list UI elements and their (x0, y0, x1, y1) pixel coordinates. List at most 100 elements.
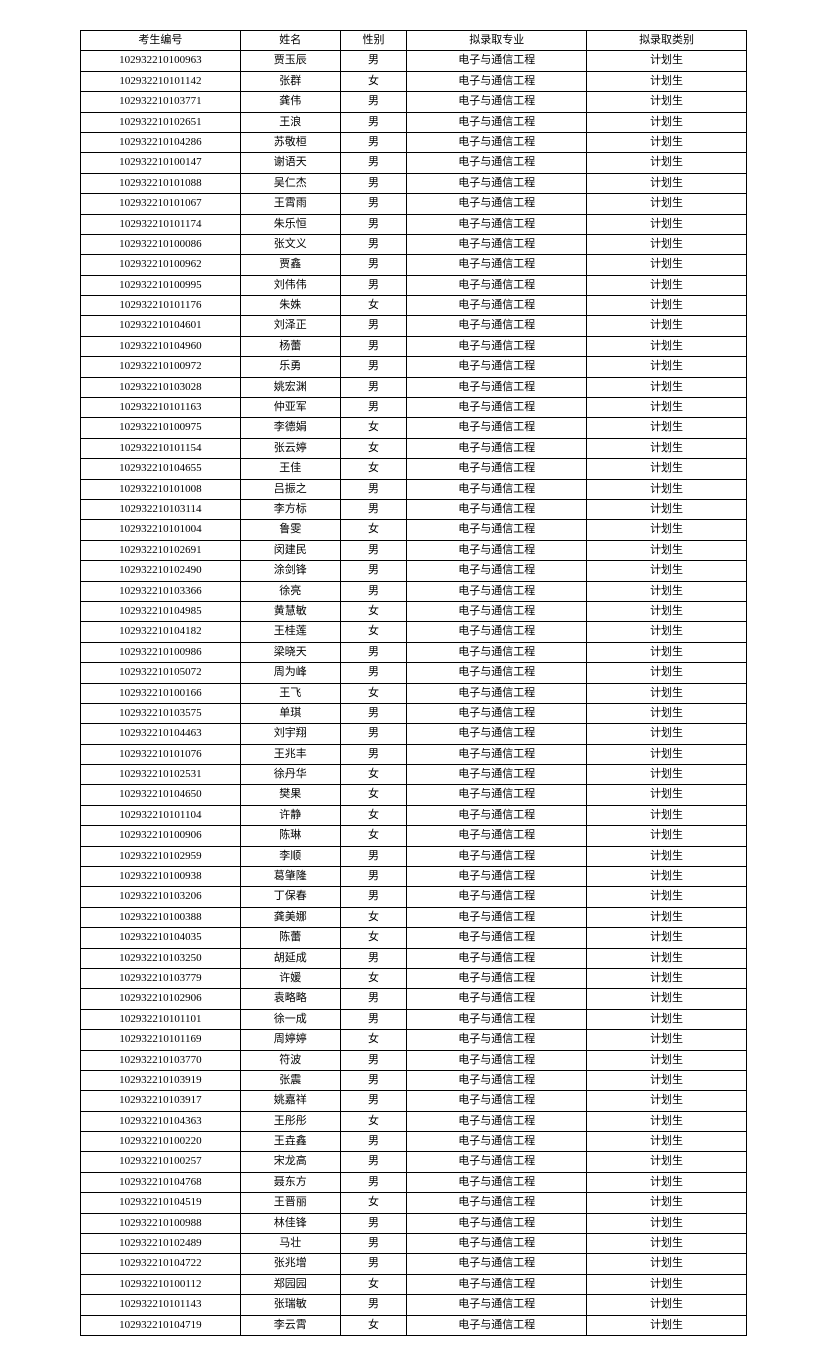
cell-id: 102932210101176 (81, 296, 241, 316)
cell-gender: 女 (340, 928, 407, 948)
table-row: 102932210102489马壮男电子与通信工程计划生 (81, 1234, 747, 1254)
cell-name: 朱姝 (240, 296, 340, 316)
cell-name: 刘伟伟 (240, 275, 340, 295)
cell-major: 电子与通信工程 (407, 703, 587, 723)
cell-category: 计划生 (587, 296, 747, 316)
cell-major: 电子与通信工程 (407, 642, 587, 662)
cell-major: 电子与通信工程 (407, 377, 587, 397)
cell-id: 102932210103770 (81, 1050, 241, 1070)
table-header: 考生编号 姓名 性别 拟录取专业 拟录取类别 (81, 31, 747, 51)
cell-name: 乐勇 (240, 357, 340, 377)
cell-category: 计划生 (587, 683, 747, 703)
cell-name: 贾玉辰 (240, 51, 340, 71)
cell-name: 涂剑锋 (240, 561, 340, 581)
cell-major: 电子与通信工程 (407, 683, 587, 703)
cell-major: 电子与通信工程 (407, 438, 587, 458)
cell-category: 计划生 (587, 336, 747, 356)
cell-gender: 女 (340, 1030, 407, 1050)
cell-name: 谢语天 (240, 153, 340, 173)
cell-name: 陈蕾 (240, 928, 340, 948)
cell-category: 计划生 (587, 479, 747, 499)
header-row: 考生编号 姓名 性别 拟录取专业 拟录取类别 (81, 31, 747, 51)
cell-name: 王晋丽 (240, 1193, 340, 1213)
table-row: 102932210104719李云霄女电子与通信工程计划生 (81, 1315, 747, 1335)
cell-name: 徐一成 (240, 1009, 340, 1029)
cell-major: 电子与通信工程 (407, 357, 587, 377)
table-row: 102932210101154张云婷女电子与通信工程计划生 (81, 438, 747, 458)
table-row: 102932210101174朱乐恒男电子与通信工程计划生 (81, 214, 747, 234)
table-row: 102932210102531徐丹华女电子与通信工程计划生 (81, 765, 747, 785)
table-row: 102932210100938葛肇隆男电子与通信工程计划生 (81, 867, 747, 887)
cell-id: 102932210102531 (81, 765, 241, 785)
cell-category: 计划生 (587, 255, 747, 275)
cell-category: 计划生 (587, 377, 747, 397)
cell-id: 102932210103575 (81, 703, 241, 723)
table-row: 102932210104601刘泽正男电子与通信工程计划生 (81, 316, 747, 336)
cell-category: 计划生 (587, 887, 747, 907)
cell-gender: 男 (340, 1172, 407, 1192)
cell-category: 计划生 (587, 826, 747, 846)
cell-gender: 男 (340, 194, 407, 214)
table-row: 102932210101142张群女电子与通信工程计划生 (81, 71, 747, 91)
cell-major: 电子与通信工程 (407, 1030, 587, 1050)
cell-gender: 女 (340, 683, 407, 703)
table-row: 102932210100112郑园园女电子与通信工程计划生 (81, 1274, 747, 1294)
table-row: 102932210100995刘伟伟男电子与通信工程计划生 (81, 275, 747, 295)
cell-major: 电子与通信工程 (407, 1050, 587, 1070)
cell-major: 电子与通信工程 (407, 1009, 587, 1029)
cell-category: 计划生 (587, 194, 747, 214)
cell-major: 电子与通信工程 (407, 255, 587, 275)
cell-gender: 男 (340, 724, 407, 744)
cell-major: 电子与通信工程 (407, 744, 587, 764)
table-row: 102932210100975李德娟女电子与通信工程计划生 (81, 418, 747, 438)
cell-category: 计划生 (587, 132, 747, 152)
header-major: 拟录取专业 (407, 31, 587, 51)
table-row: 102932210104722张兆增男电子与通信工程计划生 (81, 1254, 747, 1274)
cell-category: 计划生 (587, 989, 747, 1009)
cell-gender: 女 (340, 1274, 407, 1294)
cell-id: 102932210100257 (81, 1152, 241, 1172)
table-row: 102932210103771龚伟男电子与通信工程计划生 (81, 92, 747, 112)
cell-gender: 男 (340, 1152, 407, 1172)
cell-gender: 女 (340, 785, 407, 805)
cell-major: 电子与通信工程 (407, 459, 587, 479)
cell-category: 计划生 (587, 1132, 747, 1152)
cell-id: 102932210100938 (81, 867, 241, 887)
cell-id: 102932210100986 (81, 642, 241, 662)
cell-name: 许静 (240, 805, 340, 825)
table-row: 102932210100986梁晓天男电子与通信工程计划生 (81, 642, 747, 662)
cell-name: 聂东方 (240, 1172, 340, 1192)
cell-id: 102932210100166 (81, 683, 241, 703)
cell-major: 电子与通信工程 (407, 418, 587, 438)
table-row: 102932210103919张震男电子与通信工程计划生 (81, 1070, 747, 1090)
cell-major: 电子与通信工程 (407, 805, 587, 825)
cell-id: 102932210102490 (81, 561, 241, 581)
cell-gender: 女 (340, 622, 407, 642)
cell-gender: 男 (340, 499, 407, 519)
cell-name: 鲁雯 (240, 520, 340, 540)
cell-gender: 女 (340, 296, 407, 316)
cell-category: 计划生 (587, 173, 747, 193)
cell-gender: 男 (340, 336, 407, 356)
cell-gender: 男 (340, 357, 407, 377)
cell-id: 102932210101004 (81, 520, 241, 540)
cell-category: 计划生 (587, 520, 747, 540)
cell-id: 102932210104768 (81, 1172, 241, 1192)
table-row: 102932210100086张文义男电子与通信工程计划生 (81, 234, 747, 254)
table-row: 102932210104985黄慧敏女电子与通信工程计划生 (81, 601, 747, 621)
cell-name: 李顺 (240, 846, 340, 866)
cell-id: 102932210100995 (81, 275, 241, 295)
table-row: 102932210103114李方标男电子与通信工程计划生 (81, 499, 747, 519)
cell-id: 102932210101008 (81, 479, 241, 499)
cell-name: 樊果 (240, 785, 340, 805)
cell-category: 计划生 (587, 275, 747, 295)
cell-major: 电子与通信工程 (407, 1152, 587, 1172)
cell-gender: 男 (340, 479, 407, 499)
cell-id: 102932210101067 (81, 194, 241, 214)
cell-category: 计划生 (587, 846, 747, 866)
cell-id: 102932210104650 (81, 785, 241, 805)
table-row: 102932210100147谢语天男电子与通信工程计划生 (81, 153, 747, 173)
cell-id: 102932210100388 (81, 907, 241, 927)
cell-id: 102932210103028 (81, 377, 241, 397)
cell-id: 102932210104035 (81, 928, 241, 948)
